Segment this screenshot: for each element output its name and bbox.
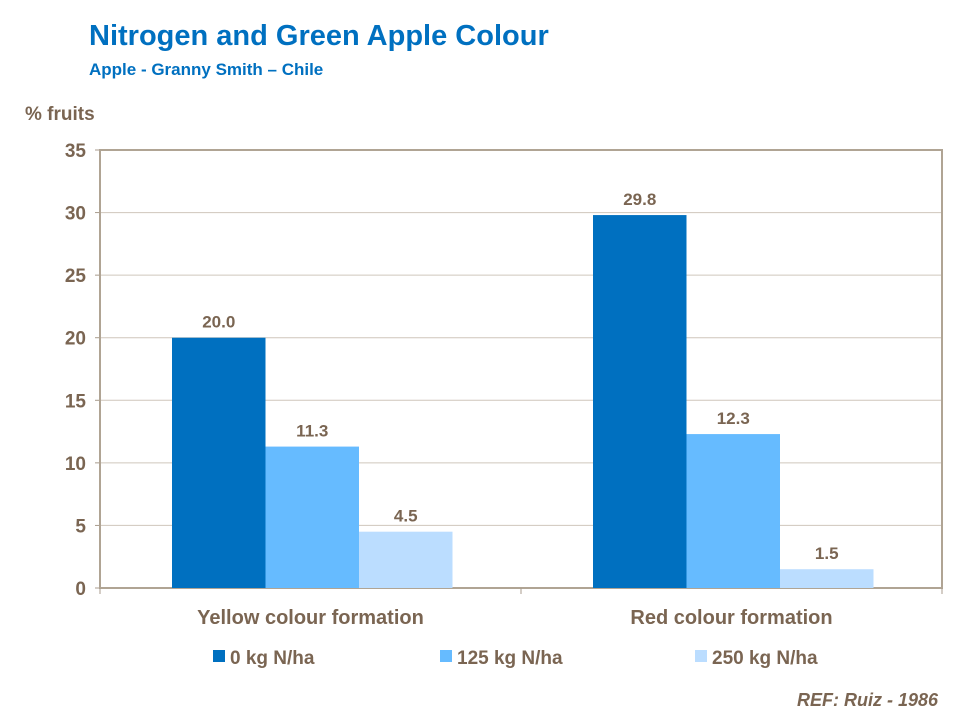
bar (172, 337, 266, 588)
chart-title: Nitrogen and Green Apple Colour (89, 20, 549, 52)
bar (265, 446, 359, 588)
y-tick-label: 30 (65, 204, 86, 225)
reference-note: REF: Ruiz - 1986 (796, 690, 938, 710)
data-label: 20.0 (202, 313, 235, 332)
data-label: 12.3 (717, 409, 750, 428)
y-tick-label: 5 (75, 516, 86, 537)
legend-swatch (695, 650, 707, 662)
y-axis-label: % fruits (25, 104, 95, 125)
data-label: 1.5 (815, 544, 839, 563)
x-tick-label: Red colour formation (630, 607, 832, 629)
y-tick-label: 15 (65, 391, 87, 412)
data-label: 4.5 (394, 507, 418, 526)
x-tick-label: Yellow colour formation (197, 607, 424, 629)
y-tick-label: 35 (65, 141, 87, 162)
bar (780, 569, 874, 588)
data-label: 29.8 (623, 190, 656, 209)
y-tick-label: 20 (65, 329, 86, 350)
bar (593, 215, 687, 588)
legend-swatch (440, 650, 452, 662)
y-tick-label: 0 (75, 579, 86, 600)
bar (359, 531, 453, 588)
chart-subtitle: Apple - Granny Smith – Chile (89, 60, 324, 79)
legend-swatch (213, 650, 225, 662)
y-tick-label: 25 (65, 266, 87, 287)
legend-label: 250 kg N/ha (712, 648, 818, 669)
y-tick-label: 10 (65, 454, 86, 475)
legend-label: 125 kg N/ha (457, 648, 563, 669)
legend-label: 0 kg N/ha (230, 648, 315, 669)
bar (686, 434, 780, 588)
data-label: 11.3 (296, 422, 328, 441)
